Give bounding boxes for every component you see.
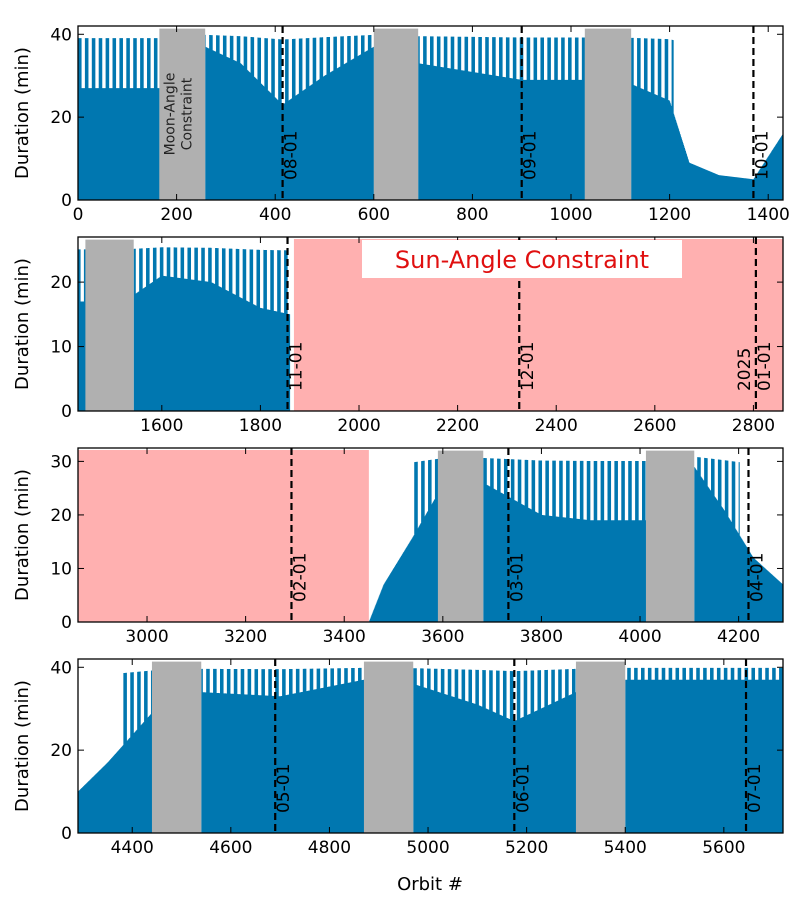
- moon-constraint-block: [363, 661, 414, 833]
- sun-angle-annotation: Sun-Angle Constraint: [395, 246, 649, 274]
- y-axis-label: Duration (min): [12, 469, 33, 601]
- moon-angle-annotation-line: Constraint: [180, 77, 196, 150]
- date-marker-label: 11-01: [287, 342, 307, 391]
- x-tick-label: 200: [160, 205, 192, 225]
- y-tick-label: 20: [50, 108, 72, 128]
- x-tick-label: 3400: [323, 627, 366, 647]
- x-tick-label: 1800: [239, 416, 282, 436]
- moon-constraint-block: [645, 450, 695, 622]
- y-tick-label: 10: [50, 559, 72, 579]
- x-tick-label: 4000: [618, 627, 661, 647]
- y-tick-label: 20: [50, 273, 72, 293]
- y-axis-label: Duration (min): [12, 47, 33, 179]
- date-marker-label: 10-01: [752, 131, 772, 180]
- date-marker-label: 04-01: [747, 553, 767, 602]
- date-marker-label: 01-01: [755, 342, 775, 391]
- panel-4: 05-01 06-01 07-01 4400 4600 4800 5000 5200 5400 5…: [12, 658, 784, 858]
- date-marker-label: 12-01: [518, 342, 538, 391]
- plot-area: [78, 661, 783, 833]
- panel-frame: [77, 236, 784, 412]
- moon-constraint-block: [159, 28, 206, 200]
- x-tick-label: 4200: [717, 627, 760, 647]
- x-tick-label: 2000: [337, 416, 380, 436]
- y-tick-label: 0: [61, 613, 72, 633]
- x-tick-label: 4600: [209, 838, 252, 858]
- date-marker-label: 08-01: [282, 131, 302, 180]
- x-tick-label: 1600: [140, 416, 183, 436]
- x-tick-label: 2800: [732, 416, 775, 436]
- date-marker-label: 06-01: [513, 764, 533, 813]
- x-tick-label: 2200: [436, 416, 479, 436]
- date-marker-label: 02-01: [290, 553, 310, 602]
- date-marker-label: 09-01: [521, 131, 541, 180]
- duration-bars: [78, 247, 291, 411]
- x-tick-label: 0: [73, 205, 84, 225]
- x-tick-label: 4400: [111, 838, 154, 858]
- panel-3: 02-01 03-01 04-01 3000 3200 3400 3600 3800 4000 4…: [12, 447, 784, 647]
- y-tick-label: 0: [61, 824, 72, 844]
- y-tick-label: 20: [50, 506, 72, 526]
- x-tick-label: 400: [259, 205, 291, 225]
- plot-area: [78, 239, 783, 411]
- y-tick-label: 40: [50, 658, 72, 678]
- sun-constraint-region: [78, 450, 369, 622]
- x-tick-label: 1000: [549, 205, 592, 225]
- y-tick-label: 30: [50, 452, 72, 472]
- x-tick-label: 1200: [648, 205, 691, 225]
- x-tick-label: 5600: [702, 838, 745, 858]
- x-tick-label: 3000: [125, 627, 168, 647]
- moon-constraint-block: [575, 661, 626, 833]
- sun-annotation-bg: [362, 240, 682, 278]
- date-marker-year-label: 2025: [735, 348, 755, 391]
- x-tick-label: 4800: [308, 838, 351, 858]
- y-tick-label: 0: [61, 402, 72, 422]
- y-tick-label: 20: [50, 741, 72, 761]
- x-tick-label: 3800: [520, 627, 563, 647]
- x-tick-label: 800: [456, 205, 488, 225]
- moon-constraint-block: [437, 450, 484, 622]
- y-tick-label: 10: [50, 338, 72, 358]
- panel-frame: [77, 25, 784, 201]
- date-marker-label: 07-01: [745, 764, 765, 813]
- x-tick-label: 2400: [535, 416, 578, 436]
- duration-bars: [368, 457, 783, 622]
- moon-constraint-block: [584, 28, 632, 200]
- y-axis-label: Duration (min): [12, 258, 33, 390]
- plot-area: [78, 450, 783, 622]
- y-tick-label: 0: [61, 191, 72, 211]
- x-tick-label: 5000: [406, 838, 449, 858]
- x-tick-label: 3600: [421, 627, 464, 647]
- x-tick-label: 5400: [604, 838, 647, 858]
- x-tick-label: 2600: [633, 416, 676, 436]
- moon-constraint-block: [85, 239, 134, 411]
- y-axis-label: Duration (min): [12, 680, 33, 812]
- moon-angle-annotation-line: Moon-Angle: [163, 73, 179, 156]
- panel-frame: [77, 658, 784, 834]
- x-tick-label: 5200: [505, 838, 548, 858]
- panel-1: 08-01 09-01 10-010 200 400 600 800 1000 1200 1400…: [12, 25, 790, 225]
- duration-bars: [78, 667, 783, 833]
- x-tick-label: 1400: [747, 205, 790, 225]
- plot-area: [78, 28, 783, 200]
- x-axis-label: Orbit #: [397, 874, 463, 895]
- date-marker-label: 03-01: [507, 553, 527, 602]
- x-tick-label: 3200: [224, 627, 267, 647]
- moon-constraint-block: [373, 28, 419, 200]
- panel-frame: [77, 447, 784, 623]
- y-tick-label: 40: [50, 25, 72, 45]
- duration-bars: [78, 34, 783, 200]
- date-marker-label: 05-01: [274, 764, 294, 813]
- moon-constraint-block: [151, 661, 202, 833]
- x-tick-label: 600: [358, 205, 390, 225]
